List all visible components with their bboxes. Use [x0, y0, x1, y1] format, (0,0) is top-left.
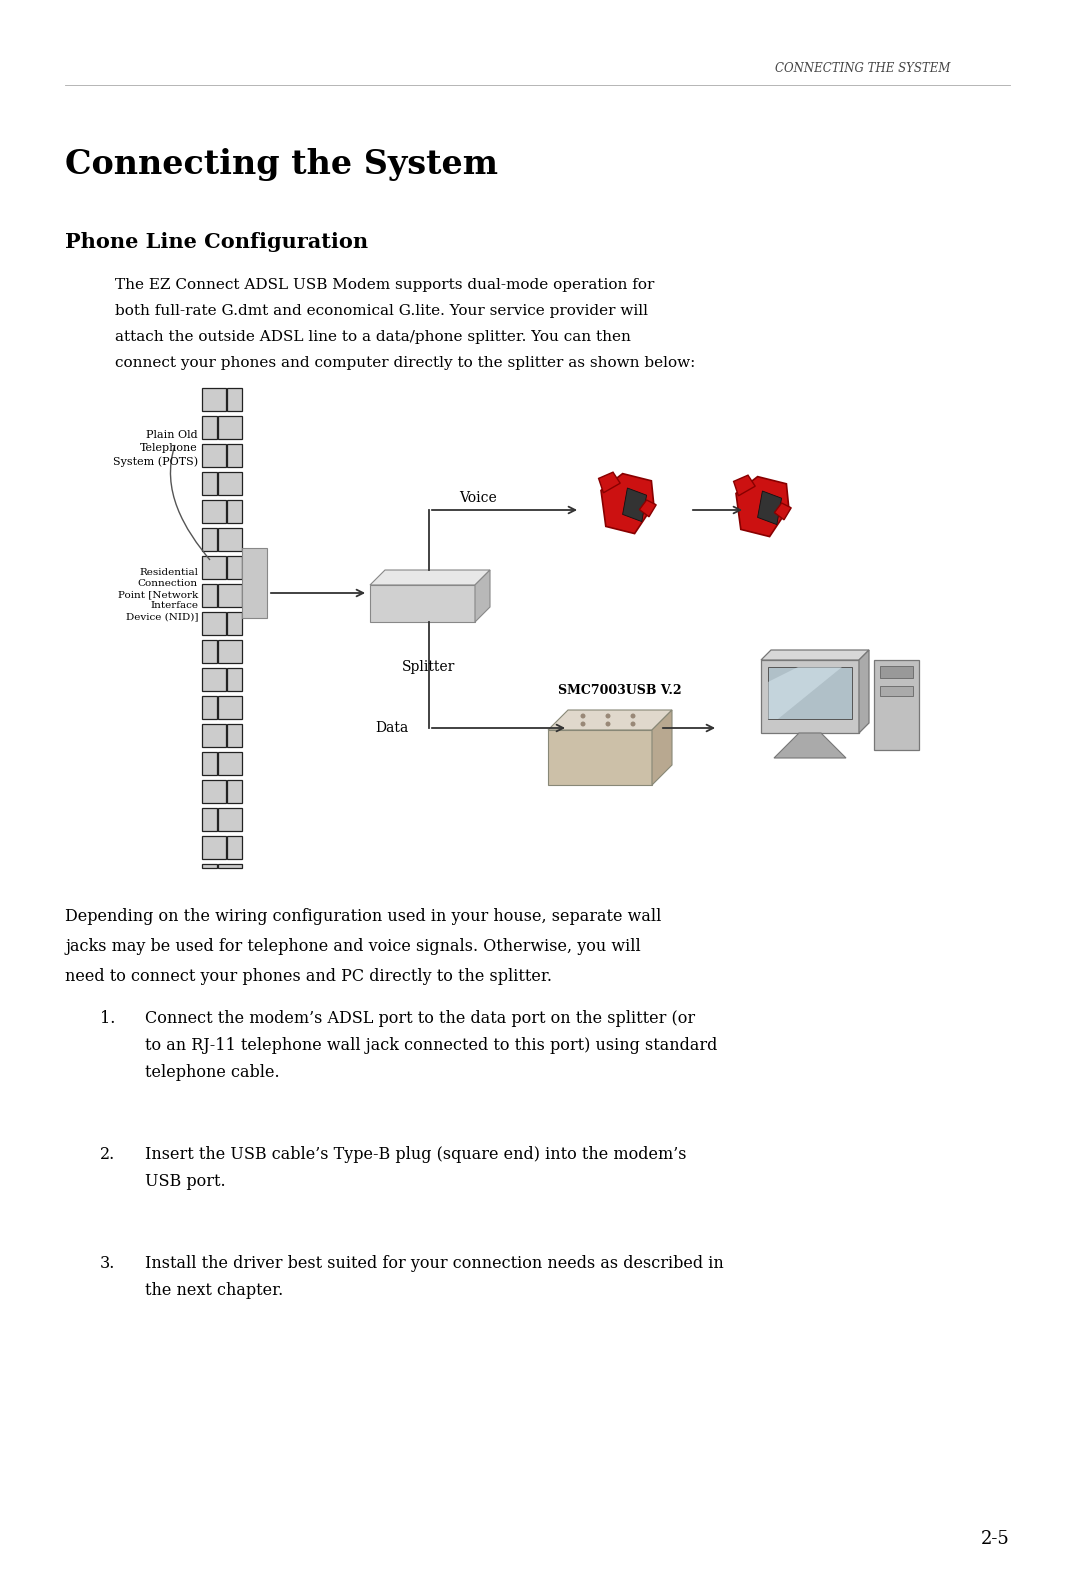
Bar — [202, 612, 226, 634]
Bar — [202, 667, 226, 691]
Text: 3.: 3. — [99, 1254, 114, 1272]
Text: the next chapter.: the next chapter. — [145, 1283, 283, 1298]
Text: The EZ Connect ADSL USB Modem supports dual-mode operation for: The EZ Connect ADSL USB Modem supports d… — [114, 278, 654, 292]
Bar — [227, 612, 242, 634]
Bar — [202, 641, 217, 663]
Bar — [242, 548, 267, 619]
Bar — [202, 444, 226, 466]
Text: Install the driver best suited for your connection needs as described in: Install the driver best suited for your … — [145, 1254, 724, 1272]
Text: Data: Data — [376, 721, 409, 735]
Text: Residential
Connection
Point [Network
Interface
Device (NID)]: Residential Connection Point [Network In… — [118, 568, 198, 622]
Bar — [202, 499, 226, 523]
Polygon shape — [548, 710, 672, 730]
Polygon shape — [622, 488, 647, 521]
Polygon shape — [735, 477, 788, 537]
Bar — [227, 388, 242, 411]
Text: Insert the USB cable’s Type-B plug (square end) into the modem’s: Insert the USB cable’s Type-B plug (squa… — [145, 1146, 687, 1163]
Bar — [880, 686, 913, 696]
Polygon shape — [475, 570, 490, 622]
Bar — [218, 473, 242, 495]
Bar — [218, 641, 242, 663]
Bar — [218, 584, 242, 608]
Bar — [218, 528, 242, 551]
Circle shape — [606, 713, 610, 719]
Text: SMC7003USB V.2: SMC7003USB V.2 — [558, 683, 681, 697]
Bar — [202, 584, 217, 608]
Bar — [202, 864, 217, 868]
Bar — [218, 864, 242, 868]
Bar — [202, 473, 217, 495]
Text: Splitter: Splitter — [403, 659, 456, 674]
Text: need to connect your phones and PC directly to the splitter.: need to connect your phones and PC direc… — [65, 969, 552, 984]
Circle shape — [606, 722, 610, 727]
Polygon shape — [874, 659, 919, 750]
Bar — [202, 388, 226, 411]
Bar — [202, 528, 217, 551]
Bar — [880, 666, 913, 678]
Text: Connecting the System: Connecting the System — [65, 148, 498, 181]
Text: Voice: Voice — [459, 491, 497, 506]
Polygon shape — [652, 710, 672, 785]
Bar — [227, 499, 242, 523]
Circle shape — [631, 722, 635, 727]
Text: CONNECTING THE SYSTEM: CONNECTING THE SYSTEM — [774, 61, 950, 74]
Bar — [202, 835, 226, 859]
Circle shape — [581, 722, 585, 727]
Polygon shape — [774, 502, 792, 520]
Bar — [227, 780, 242, 802]
Bar — [202, 416, 217, 440]
Polygon shape — [768, 667, 852, 719]
Polygon shape — [598, 473, 620, 493]
Polygon shape — [370, 570, 490, 586]
Text: attach the outside ADSL line to a data/phone splitter. You can then: attach the outside ADSL line to a data/p… — [114, 330, 631, 344]
Polygon shape — [600, 474, 653, 534]
Bar — [227, 835, 242, 859]
Bar — [218, 809, 242, 831]
Bar — [218, 752, 242, 776]
Polygon shape — [639, 499, 657, 517]
Text: 1.: 1. — [99, 1010, 114, 1027]
Text: 2-5: 2-5 — [982, 1531, 1010, 1548]
Bar — [202, 696, 217, 719]
Text: USB port.: USB port. — [145, 1173, 226, 1190]
Bar — [202, 780, 226, 802]
Text: jacks may be used for telephone and voice signals. Otherwise, you will: jacks may be used for telephone and voic… — [65, 937, 640, 955]
Text: Plain Old
Telephone
System (POTS): Plain Old Telephone System (POTS) — [113, 430, 198, 468]
Text: Depending on the wiring configuration used in your house, separate wall: Depending on the wiring configuration us… — [65, 907, 661, 925]
Polygon shape — [370, 586, 475, 622]
Polygon shape — [761, 659, 859, 733]
Circle shape — [581, 713, 585, 719]
Polygon shape — [761, 650, 869, 659]
Polygon shape — [733, 476, 755, 496]
Text: Connect the modem’s ADSL port to the data port on the splitter (or: Connect the modem’s ADSL port to the dat… — [145, 1010, 696, 1027]
Bar — [227, 444, 242, 466]
Bar — [202, 724, 226, 747]
Circle shape — [631, 713, 635, 719]
Bar — [202, 752, 217, 776]
Text: both full-rate G.dmt and economical G.lite. Your service provider will: both full-rate G.dmt and economical G.li… — [114, 305, 648, 319]
Bar — [202, 809, 217, 831]
Polygon shape — [548, 730, 652, 785]
Text: 2.: 2. — [99, 1146, 114, 1163]
Bar — [227, 667, 242, 691]
Bar — [218, 416, 242, 440]
Polygon shape — [768, 667, 842, 719]
Polygon shape — [774, 733, 846, 758]
Text: connect your phones and computer directly to the splitter as shown below:: connect your phones and computer directl… — [114, 356, 696, 371]
Bar — [227, 556, 242, 579]
Text: Phone Line Configuration: Phone Line Configuration — [65, 232, 368, 253]
Bar — [202, 556, 226, 579]
Text: telephone cable.: telephone cable. — [145, 1064, 280, 1082]
Polygon shape — [757, 491, 782, 524]
Bar — [227, 724, 242, 747]
Text: to an RJ-11 telephone wall jack connected to this port) using standard: to an RJ-11 telephone wall jack connecte… — [145, 1038, 717, 1053]
Polygon shape — [859, 650, 869, 733]
Bar — [218, 696, 242, 719]
